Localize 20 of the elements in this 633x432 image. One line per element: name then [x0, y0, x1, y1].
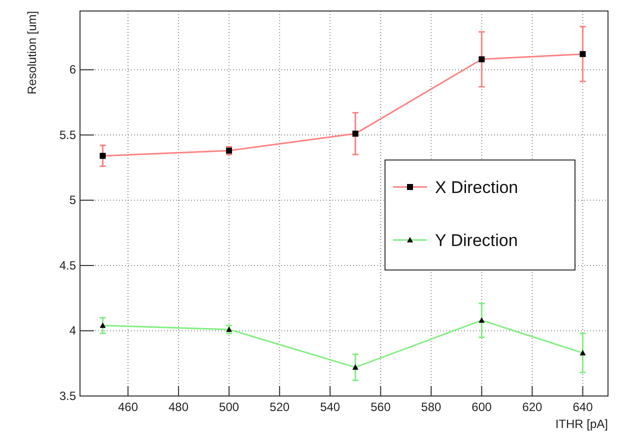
x-tick-label: 480 — [168, 400, 189, 414]
legend-label: Y Direction — [435, 231, 518, 250]
x-axis-title: ITHR [pA] — [555, 417, 608, 431]
y-tick-label: 4.5 — [59, 258, 76, 272]
y-tick-label: 3.5 — [59, 389, 76, 403]
legend-label: X Direction — [435, 178, 518, 197]
y-tick-label: 5.5 — [59, 128, 76, 142]
x-tick-label: 640 — [572, 400, 594, 414]
x-tick-label: 620 — [522, 400, 543, 414]
y-tick-label: 4 — [69, 324, 76, 338]
x-tick-label: 500 — [219, 400, 240, 414]
x-tick-label: 600 — [472, 400, 492, 414]
y-axis-title: Resolution [um] — [25, 11, 39, 94]
x-tick-label: 540 — [320, 400, 340, 414]
x-tick-label: 460 — [118, 400, 138, 414]
y-tick-label: 6 — [69, 62, 76, 77]
x-tick-label: 520 — [270, 400, 290, 414]
y-tick-label: 5 — [69, 193, 76, 208]
x-tick-label: 580 — [421, 400, 442, 414]
x-tick-label: 560 — [370, 400, 391, 414]
